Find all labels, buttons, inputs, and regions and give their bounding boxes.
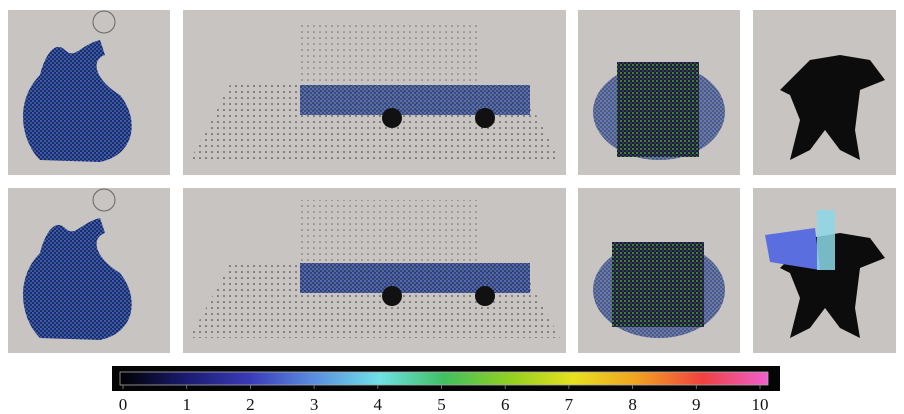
tick-label: 0	[119, 395, 128, 414]
tick-label: 8	[628, 395, 637, 414]
armadillo-highlight	[817, 210, 835, 270]
tick-label: 1	[182, 395, 191, 414]
cloth	[612, 242, 704, 327]
wheel	[475, 286, 495, 306]
row-1	[8, 10, 896, 175]
tick-label: 5	[437, 395, 446, 414]
tick-label: 6	[501, 395, 510, 414]
tick-label: 3	[310, 395, 319, 414]
tick-label: 10	[752, 395, 769, 414]
tick-label: 9	[692, 395, 701, 414]
tick-label: 7	[565, 395, 574, 414]
cloth	[617, 62, 699, 157]
figure: 0 1 2 3 4 5 6 7 8 9 10	[0, 0, 904, 414]
row-2	[8, 188, 896, 353]
tick-label: 4	[374, 395, 383, 414]
car-body	[300, 200, 480, 265]
tick-label: 2	[246, 395, 255, 414]
car-chassis	[300, 85, 530, 115]
colorbar-gradient	[120, 372, 768, 385]
wheel	[382, 286, 402, 306]
wheel	[475, 108, 495, 128]
wheel	[382, 108, 402, 128]
page: 012345678910 (() => { const data = JSON.…	[0, 0, 904, 414]
colorbar: 0 1 2 3 4 5 6 7 8 9 10	[112, 366, 780, 414]
panels	[8, 10, 896, 353]
car-chassis	[300, 263, 530, 293]
car-body	[300, 22, 480, 87]
